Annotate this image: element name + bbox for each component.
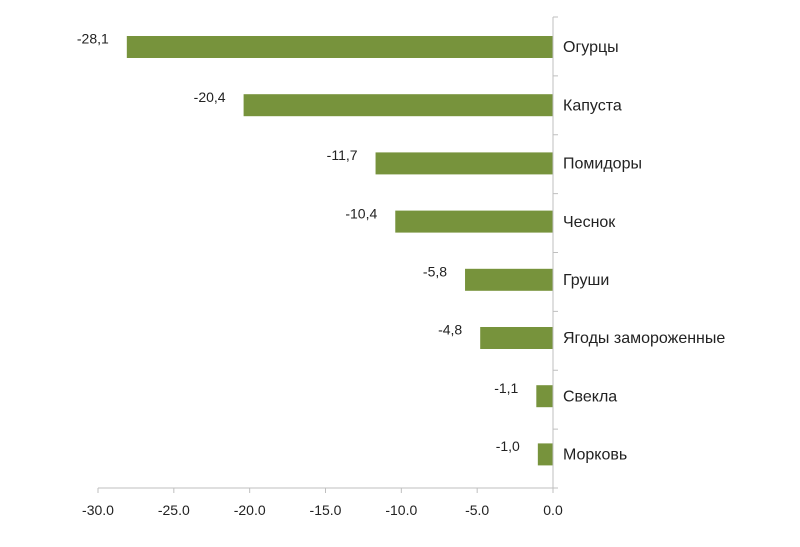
category-label-6: Свекла [563,388,617,405]
bar-4 [465,268,553,291]
value-label-6: -1,1 [494,380,518,396]
value-label-3: -10,4 [345,205,377,221]
value-label-4: -5,8 [423,264,447,280]
bar-3 [395,210,553,233]
x-tick-label-0: -30.0 [82,502,114,518]
value-label-7: -1,0 [496,438,520,454]
category-label-2: Помидоры [563,156,642,173]
category-label-7: Морковь [563,447,627,464]
x-tick-label-5: -5.0 [465,502,489,518]
value-label-5: -4,8 [438,322,462,338]
value-label-1: -20,4 [194,89,226,105]
x-tick-label-3: -15.0 [310,502,342,518]
bar-2 [375,152,553,175]
x-tick-label-2: -20.0 [234,502,266,518]
bar-6 [536,385,553,408]
x-tick-label-1: -25.0 [158,502,190,518]
value-label-2: -11,7 [327,147,358,163]
bar-0 [126,36,554,58]
category-label-1: Капуста [563,97,622,114]
x-tick-label-6: 0.0 [543,502,563,518]
category-label-3: Чеснок [563,214,616,231]
bar-7 [537,443,553,466]
value-label-0: -28,1 [77,31,109,47]
category-label-0: Огурцы [563,39,619,56]
x-tick-label-4: -10.0 [385,502,417,518]
category-label-4: Груши [563,272,609,289]
category-label-5: Ягоды замороженные [563,330,725,347]
bar-5 [480,327,553,349]
bar-1 [243,94,553,117]
